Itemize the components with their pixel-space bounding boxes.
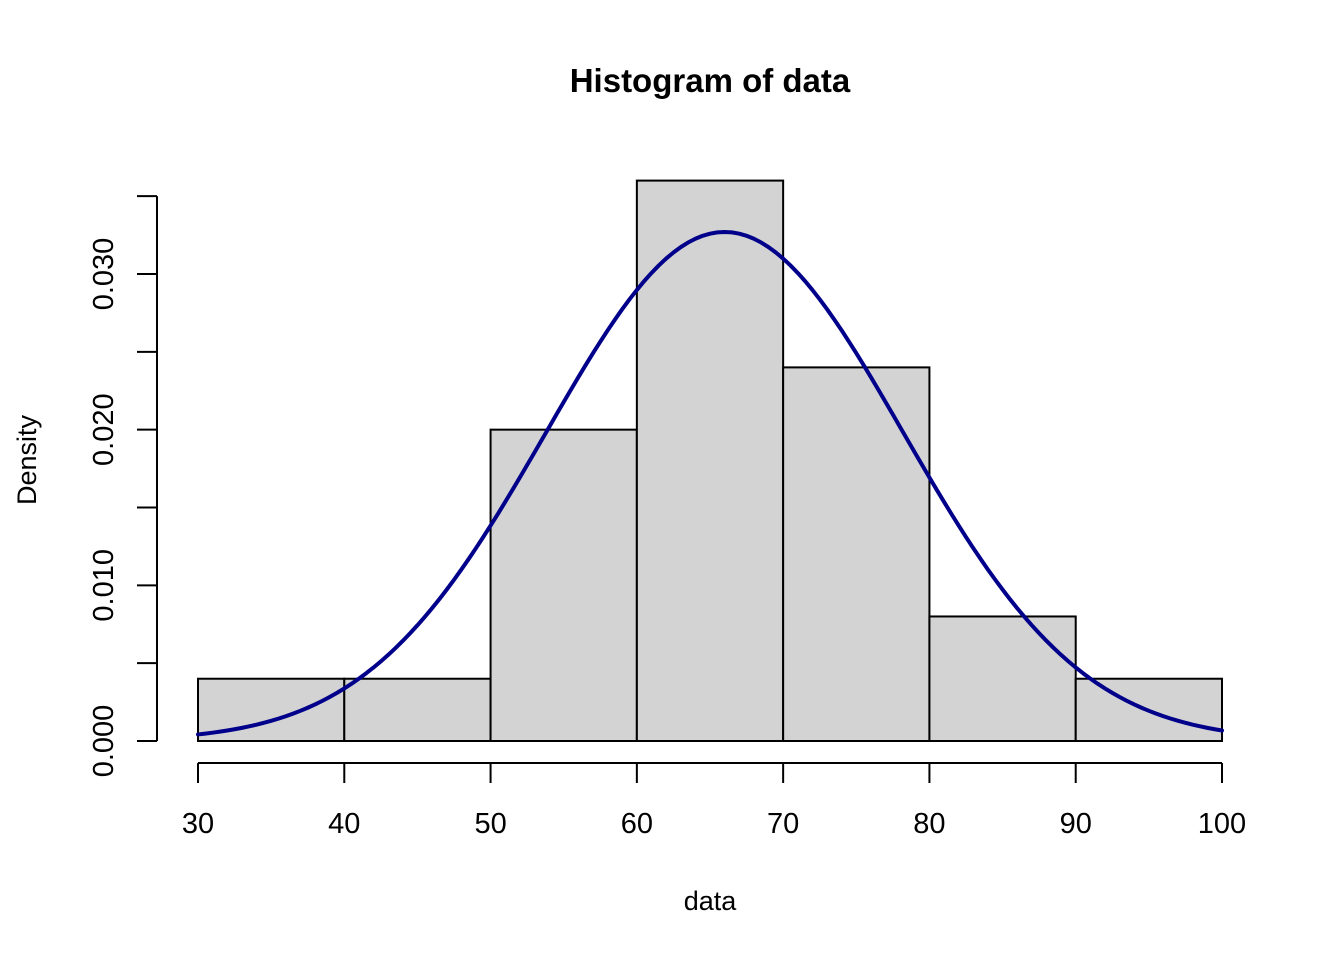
y-axis: 0.000 0.010 0.020 0.030 bbox=[88, 195, 158, 778]
x-tick-label: 30 bbox=[182, 808, 214, 840]
x-tick-label: 90 bbox=[1060, 808, 1092, 840]
chart-title: Histogram of data bbox=[570, 62, 851, 99]
x-tick-label: 100 bbox=[1198, 808, 1246, 840]
density-curve-layer bbox=[196, 229, 1224, 737]
x-axis: 30 40 50 60 70 80 90 100 bbox=[182, 762, 1246, 840]
histogram-bar-3 bbox=[489, 428, 638, 742]
y-tick-label: 0.030 bbox=[88, 238, 120, 311]
histogram-bar-6 bbox=[928, 615, 1077, 742]
x-tick-label: 50 bbox=[474, 808, 506, 840]
y-tick-label: 0.020 bbox=[88, 393, 120, 466]
y-tick-label: 0.000 bbox=[88, 705, 120, 778]
density-curve bbox=[196, 229, 1224, 737]
x-tick-label: 40 bbox=[328, 808, 360, 840]
histogram-bar-4 bbox=[635, 179, 785, 742]
y-axis-label: Density bbox=[12, 414, 42, 505]
x-tick-label: 70 bbox=[767, 808, 799, 840]
histogram-bar-2 bbox=[343, 677, 492, 742]
histogram-bar-5 bbox=[782, 366, 931, 742]
y-tick-label: 0.010 bbox=[88, 549, 120, 622]
x-axis-label: data bbox=[684, 886, 738, 916]
x-tick-label: 80 bbox=[913, 808, 945, 840]
x-tick-label: 60 bbox=[621, 808, 653, 840]
histogram-bars bbox=[197, 179, 1223, 742]
